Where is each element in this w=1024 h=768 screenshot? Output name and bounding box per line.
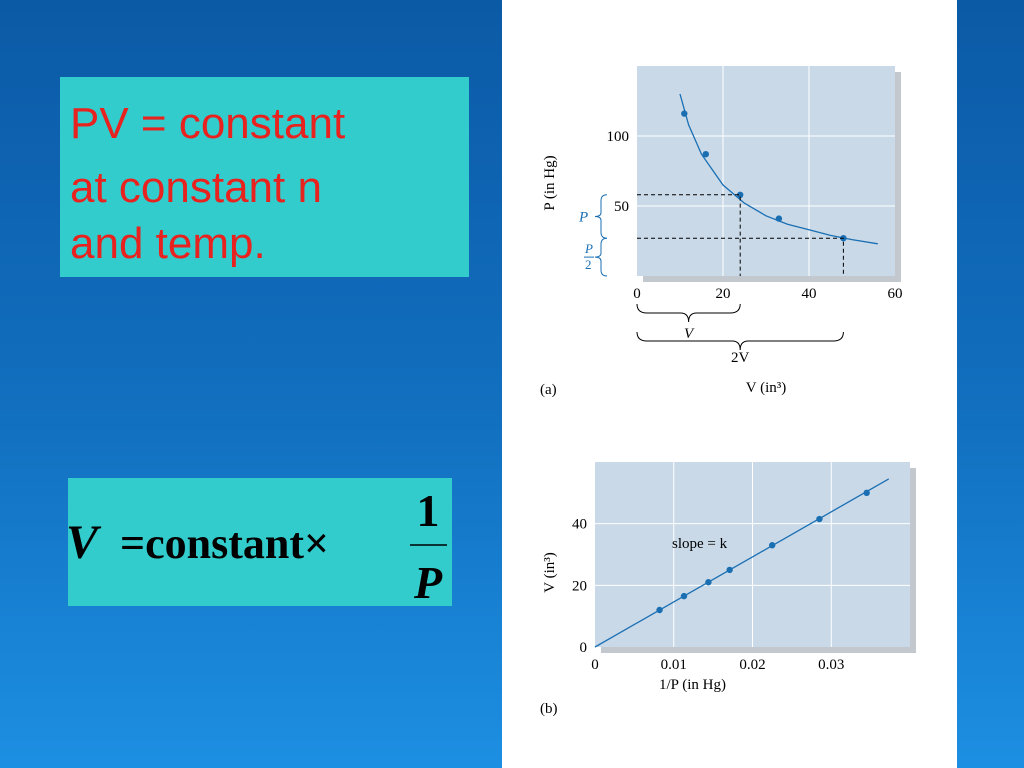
data-point — [775, 215, 783, 222]
panel-label: (a) — [540, 382, 557, 398]
fit-curve — [594, 478, 890, 648]
formula-numerator: 1 — [417, 485, 440, 536]
plot-area — [637, 66, 895, 276]
pressure-label: P — [578, 210, 588, 226]
data-point — [680, 592, 688, 600]
data-point — [816, 515, 823, 523]
brace — [636, 331, 844, 351]
half-pressure-num: P — [584, 241, 593, 256]
data-point — [681, 110, 688, 117]
volume-label: V — [684, 326, 695, 342]
formula-middle: =constant× — [120, 519, 329, 568]
data-point — [656, 606, 663, 614]
statement-box — [60, 77, 469, 277]
data-point — [737, 191, 744, 198]
y-tick-label: 50 — [614, 199, 629, 215]
x-tick-label: 0 — [591, 657, 599, 673]
data-point — [768, 542, 776, 549]
y-tick-label: 20 — [572, 578, 587, 594]
statement-line: at constant n — [70, 163, 322, 212]
x-tick-label: 0.01 — [661, 657, 687, 673]
slope-label: slope = k — [672, 536, 728, 552]
x-tick-label: 40 — [802, 286, 817, 302]
brace — [594, 194, 608, 239]
data-point — [726, 566, 733, 574]
x-tick-label: 0 — [633, 286, 641, 302]
y-tick-label: 40 — [572, 517, 587, 533]
statement-line: and temp. — [70, 219, 266, 268]
fit-curve — [679, 93, 878, 245]
guide-line — [637, 194, 741, 276]
formula-v: V — [66, 516, 102, 569]
x-axis-label: 1/P (in Hg) — [659, 677, 726, 693]
x-tick-label: 60 — [888, 286, 903, 302]
data-point — [702, 151, 709, 158]
guide-line — [637, 237, 844, 276]
x-axis-label: V (in³) — [746, 380, 786, 396]
half-pressure-den: 2 — [585, 257, 592, 272]
panel-label: (b) — [540, 701, 558, 717]
y-axis-label: V (in³) — [542, 552, 558, 592]
y-tick-label: 100 — [607, 129, 630, 145]
x-tick-label: 20 — [716, 286, 731, 302]
formula-denominator: P — [413, 557, 443, 608]
formula-box — [68, 478, 452, 606]
double-volume-label: 2V — [731, 350, 750, 366]
x-tick-label: 0.02 — [739, 657, 765, 673]
brace — [636, 303, 741, 323]
data-point — [705, 579, 712, 586]
brace — [594, 237, 608, 277]
data-point — [863, 489, 870, 497]
y-tick-label: 0 — [580, 640, 588, 656]
y-axis-label: P (in Hg) — [542, 155, 558, 210]
x-tick-label: 0.03 — [818, 657, 844, 673]
statement-line: PV = constant — [70, 99, 345, 148]
